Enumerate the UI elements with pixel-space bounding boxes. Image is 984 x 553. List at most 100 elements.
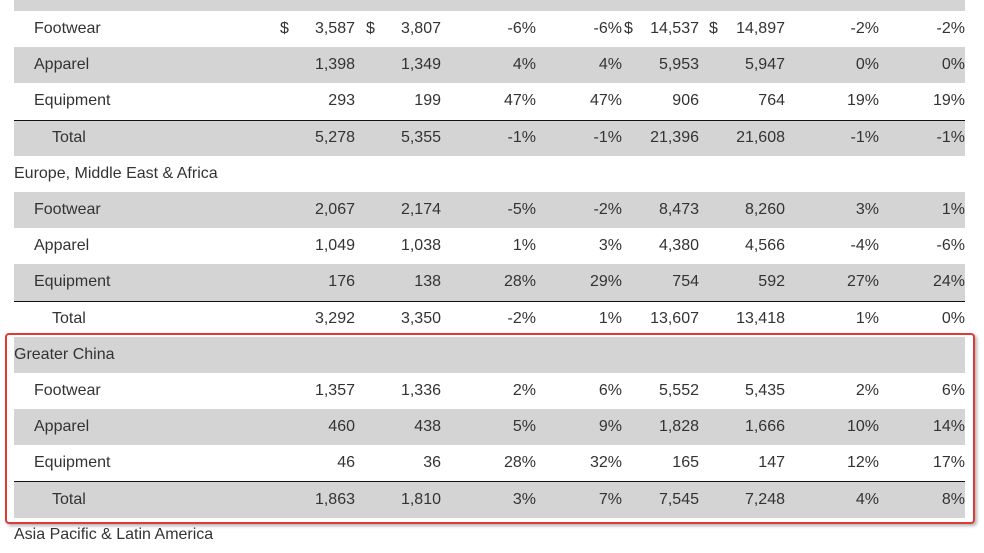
amount-cell: 2,067 [314, 201, 355, 219]
percent-change-cell: 19% [932, 92, 965, 110]
amount-cell: 147 [758, 454, 785, 472]
region-header-row: Europe, Middle East & Africa [14, 155, 965, 192]
percent-change-cell: 4% [598, 56, 622, 74]
percent-change-cell: 6% [598, 381, 622, 399]
total-label: Total [52, 129, 86, 147]
amount-cell: 438 [414, 418, 441, 436]
total-label: Total [52, 491, 86, 509]
amount-cell: 21,396 [650, 129, 699, 147]
amount-cell: 3,350 [400, 310, 441, 328]
percent-change-cell: 3% [598, 237, 622, 255]
table-row: Equipment 176 138 28% 29% 754 592 27% 24% [14, 264, 965, 301]
amount-cell: 4,380 [658, 237, 699, 255]
category-label: Apparel [34, 56, 90, 74]
percent-change-cell: 1% [512, 237, 536, 255]
category-label: Equipment [34, 273, 111, 291]
percent-change-cell: 24% [932, 273, 965, 291]
percent-change-cell: -6% [507, 20, 536, 38]
percent-change-cell: -5% [507, 201, 536, 219]
percent-change-cell: 0% [941, 56, 965, 74]
percent-change-cell: 47% [589, 92, 622, 110]
amount-cell: 36 [423, 454, 441, 472]
percent-change-cell: 2% [855, 381, 879, 399]
revenue-table: Footwear $ $ $ $3,587 3,807 -6% -6% 14,537 14,897… [14, 11, 965, 553]
table-row: Apparel 1,049 1,038 1% 3% 4,380 4,566 -4% -6% [14, 228, 965, 265]
total-label: Total [52, 310, 86, 328]
amount-cell: 5,355 [400, 129, 441, 147]
amount-cell: 5,278 [314, 129, 355, 147]
percent-change-cell: 0% [941, 310, 965, 328]
amount-cell: 21,608 [736, 129, 785, 147]
category-label: Footwear [34, 20, 101, 38]
amount-cell: 764 [758, 92, 785, 110]
amount-cell: 165 [672, 454, 699, 472]
percent-change-cell: 32% [589, 454, 622, 472]
percent-change-cell: 29% [589, 273, 622, 291]
percent-change-cell: 47% [503, 92, 536, 110]
currency-symbol: $ [366, 20, 375, 38]
amount-cell: 5,953 [658, 56, 699, 74]
percent-change-cell: 6% [941, 381, 965, 399]
category-label: Apparel [34, 418, 90, 436]
percent-change-cell: 4% [512, 56, 536, 74]
table-row: Apparel 460 438 5% 9% 1,828 1,666 10% 14% [14, 409, 965, 446]
percent-change-cell: 3% [512, 491, 536, 509]
amount-cell: 293 [328, 92, 355, 110]
table-row-partial [14, 0, 965, 11]
amount-cell: 1,336 [400, 381, 441, 399]
amount-cell: 754 [672, 273, 699, 291]
percent-change-cell: 8% [941, 491, 965, 509]
percent-change-cell: 10% [846, 418, 879, 436]
percent-change-cell: -1% [850, 129, 879, 147]
amount-cell: 3,587 [314, 20, 355, 38]
percent-change-cell: 4% [855, 491, 879, 509]
amount-cell: 13,607 [650, 310, 699, 328]
percent-change-cell: -2% [507, 310, 536, 328]
amount-cell: 13,418 [736, 310, 785, 328]
amount-cell: 4,566 [744, 237, 785, 255]
percent-change-cell: -1% [507, 129, 536, 147]
amount-cell: 14,897 [736, 20, 785, 38]
amount-cell: 14,537 [650, 20, 699, 38]
amount-cell: 1,810 [400, 491, 441, 509]
amount-cell: 1,828 [658, 418, 699, 436]
table-row: Footwear 2,067 2,174 -5% -2% 8,473 8,260 3% 1% [14, 191, 965, 229]
amount-cell: 8,473 [658, 201, 699, 219]
percent-change-cell: 1% [855, 310, 879, 328]
amount-cell: 460 [328, 418, 355, 436]
category-label: Footwear [34, 201, 101, 219]
percent-change-cell: -6% [936, 237, 965, 255]
percent-change-cell: -6% [593, 20, 622, 38]
amount-cell: 138 [414, 273, 441, 291]
total-row: Total 3,292 3,350 -2% 1% 13,607 13,418 1% 0% [14, 300, 965, 337]
percent-change-cell: 28% [503, 454, 536, 472]
table-row: Equipment 46 36 28% 32% 165 147 12% 17% [14, 445, 965, 482]
category-label: Equipment [34, 454, 111, 472]
amount-cell: 5,947 [744, 56, 785, 74]
region-label: Europe, Middle East & Africa [14, 164, 218, 182]
region-label: Asia Pacific & Latin America [14, 526, 214, 544]
percent-change-cell: -2% [936, 20, 965, 38]
percent-change-cell: 27% [846, 273, 879, 291]
total-row: Total 5,278 5,355 -1% -1% 21,396 21,608 -1% -1% [14, 119, 965, 156]
category-label: Apparel [34, 237, 90, 255]
percent-change-cell: -2% [850, 20, 879, 38]
amount-cell: 3,807 [400, 20, 441, 38]
amount-cell: 8,260 [744, 201, 785, 219]
region-header-row: Greater China [14, 336, 965, 373]
percent-change-cell: 9% [598, 418, 622, 436]
amount-cell: 1,038 [400, 237, 441, 255]
percent-change-cell: 1% [941, 201, 965, 219]
region-header-row: Asia Pacific & Latin America [14, 517, 965, 553]
amount-cell: 1,398 [314, 56, 355, 74]
amount-cell: 3,292 [314, 310, 355, 328]
amount-cell: 7,248 [744, 491, 785, 509]
percent-change-cell: 7% [598, 491, 622, 509]
percent-change-cell: 1% [598, 310, 622, 328]
amount-cell: 5,435 [744, 381, 785, 399]
amount-cell: 1,049 [314, 237, 355, 255]
percent-change-cell: 0% [855, 56, 879, 74]
amount-cell: 199 [414, 92, 441, 110]
percent-change-cell: 17% [932, 454, 965, 472]
